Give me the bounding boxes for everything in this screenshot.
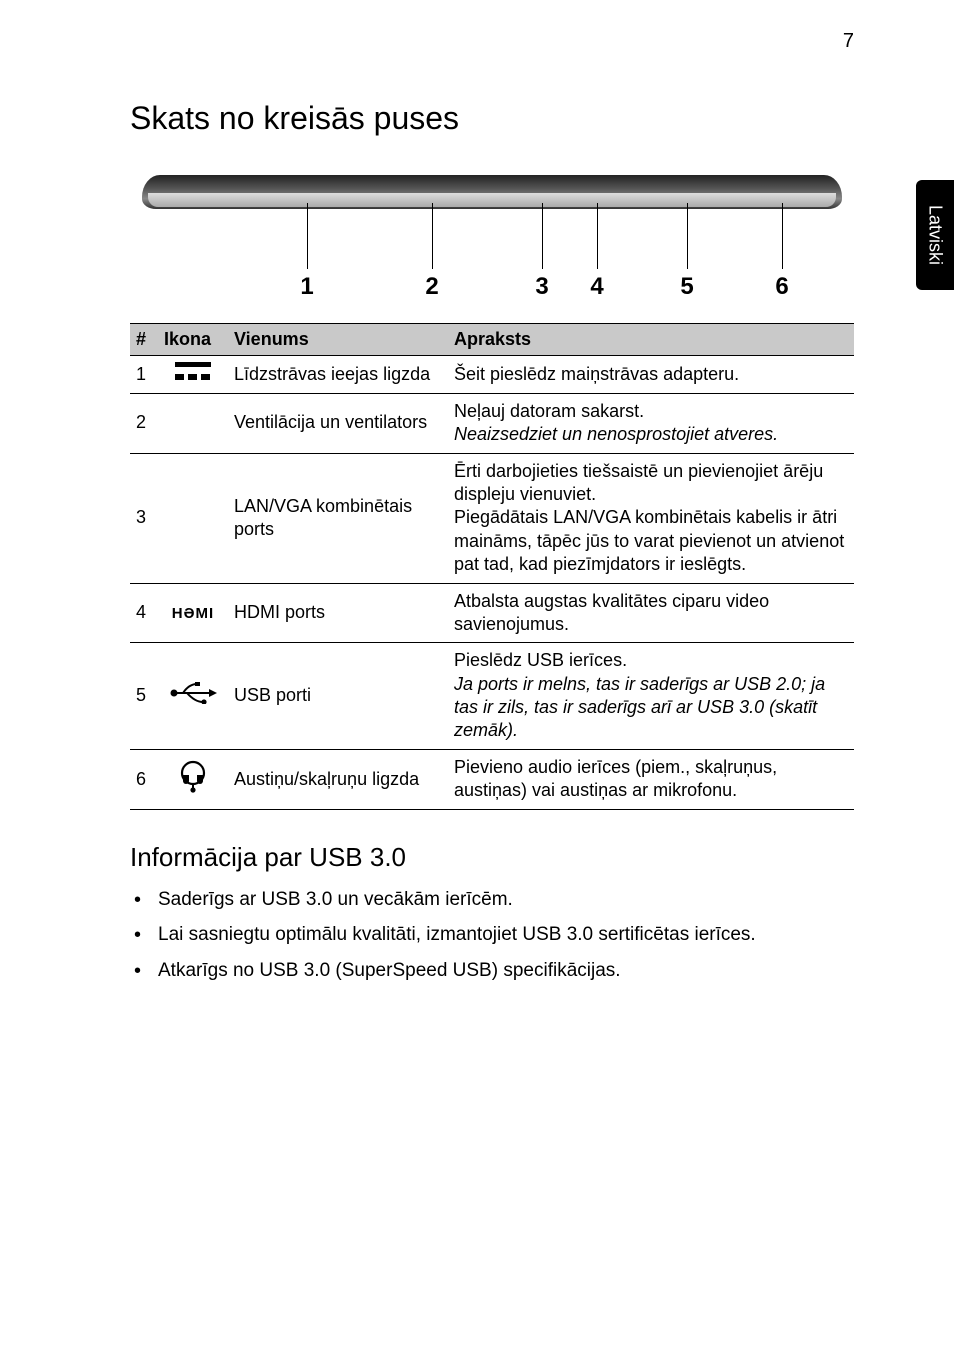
row-description: Šeit pieslēdz maiņstrāvas adapteru.: [448, 356, 854, 393]
callout-line: [597, 203, 598, 269]
callout-number: 5: [680, 273, 693, 301]
usb3-bullets: Saderīgs ar USB 3.0 un vecākām ierīcēm. L…: [130, 887, 854, 984]
table-row: 5 USB portiPieslēdz USB ierīces.Ja ports …: [130, 643, 854, 750]
callout-line: [307, 203, 308, 269]
table-row: 3 LAN/VGA kombinētais portsĒrti darbojiet…: [130, 453, 854, 583]
row-item: Austiņu/skaļruņu ligzda: [228, 749, 448, 809]
ports-table: # Ikona Vienums Apraksts 1 Līdzstrāvas ie…: [130, 323, 854, 810]
col-icon: Ikona: [158, 324, 228, 356]
callout-line: [782, 203, 783, 269]
col-item: Vienums: [228, 324, 448, 356]
table-row: 6 Austiņu/skaļruņu ligzdaPievieno audio i…: [130, 749, 854, 809]
headphone-jack-icon: [176, 777, 210, 797]
col-desc: Apraksts: [448, 324, 854, 356]
dc-in-icon: [175, 362, 211, 380]
row-icon: [158, 749, 228, 809]
callout-number: 2: [425, 273, 438, 301]
list-item: Saderīgs ar USB 3.0 un vecākām ierīcēm.: [158, 887, 854, 913]
vent-graphic: [262, 196, 422, 204]
left-view-diagram: 1 2 3 4 5 6: [142, 167, 842, 317]
port-graphic: [714, 196, 744, 205]
row-description: Atbalsta augstas kvalitātes ciparu video…: [448, 583, 854, 643]
page-number: 7: [843, 30, 854, 53]
row-description: Pievieno audio ierīces (piem., skaļruņus…: [448, 749, 854, 809]
row-icon: HƏMI: [158, 583, 228, 643]
row-item: HDMI ports: [228, 583, 448, 643]
row-number: 1: [130, 356, 158, 393]
list-item: Atkarīgs no USB 3.0 (SuperSpeed USB) spe…: [158, 958, 854, 984]
row-number: 5: [130, 643, 158, 750]
row-icon: [158, 356, 228, 393]
row-item: LAN/VGA kombinētais ports: [228, 453, 448, 583]
list-item: Lai sasniegtu optimālu kvalitāti, izmant…: [158, 922, 854, 948]
callout-line: [432, 203, 433, 269]
row-icon: [158, 643, 228, 750]
callout-line: [542, 203, 543, 269]
row-number: 3: [130, 453, 158, 583]
row-description: Neļauj datoram sakarst.Neaizsedziet un n…: [448, 393, 854, 453]
row-description: Ērti darbojieties tiešsaistē un pievieno…: [448, 453, 854, 583]
row-icon: [158, 393, 228, 453]
port-graphic: [520, 196, 560, 205]
row-number: 6: [130, 749, 158, 809]
row-item: Ventilācija un ventilators: [228, 393, 448, 453]
row-item: Līdzstrāvas ieejas ligzda: [228, 356, 448, 393]
laptop-outline: [142, 175, 842, 209]
row-number: 2: [130, 393, 158, 453]
language-tab: Latviski: [916, 180, 954, 290]
callout-number: 6: [775, 273, 788, 301]
section-title: Skats no kreisās puses: [130, 100, 854, 137]
row-item: USB porti: [228, 643, 448, 750]
table-row: 4 HƏMI HDMI portsAtbalsta augstas kvalitāt…: [130, 583, 854, 643]
callout-line: [687, 203, 688, 269]
callout-number: 1: [300, 273, 313, 301]
row-description: Pieslēdz USB ierīces.Ja ports ir melns, …: [448, 643, 854, 750]
port-graphic: [634, 196, 664, 205]
table-row: 1 Līdzstrāvas ieejas ligzdaŠeit pieslēdz …: [130, 356, 854, 393]
hdmi-icon: HƏMI: [172, 605, 214, 622]
usb-icon: [169, 688, 217, 708]
callout-number: 3: [535, 273, 548, 301]
subsection-title: Informācija par USB 3.0: [130, 842, 854, 873]
callout-number: 4: [590, 273, 603, 301]
port-graphic: [202, 196, 216, 205]
row-icon: [158, 453, 228, 583]
port-graphic: [572, 196, 614, 205]
col-num: #: [130, 324, 158, 356]
table-row: 2 Ventilācija un ventilatorsNeļauj datora…: [130, 393, 854, 453]
row-number: 4: [130, 583, 158, 643]
